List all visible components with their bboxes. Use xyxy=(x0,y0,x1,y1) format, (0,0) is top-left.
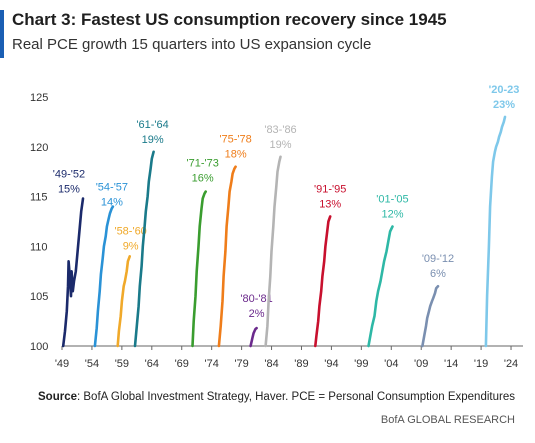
series-period-label: '83-'86 xyxy=(264,124,296,136)
y-tick-label: 125 xyxy=(30,92,48,104)
x-tick-label: '49 xyxy=(55,358,69,370)
x-tick-label: '89 xyxy=(294,358,308,370)
y-tick-label: 120 xyxy=(30,142,48,154)
x-tick-label: '94 xyxy=(324,358,338,370)
series-line xyxy=(367,225,394,348)
series-line xyxy=(93,205,115,348)
source-label: Source xyxy=(38,391,77,403)
series-period-label: '01-'05 xyxy=(376,193,408,205)
series-line xyxy=(264,155,282,348)
x-tick-label: '54 xyxy=(85,358,99,370)
series-line xyxy=(61,197,85,348)
series-growth-label: 2% xyxy=(249,308,265,320)
series-line xyxy=(421,284,440,348)
title-accent-bar xyxy=(0,10,4,58)
series-line xyxy=(133,150,155,348)
y-tick-label: 110 xyxy=(30,241,48,253)
series-growth-label: 18% xyxy=(225,149,247,161)
x-tick-label: '84 xyxy=(264,358,278,370)
x-tick-label: '19 xyxy=(474,358,488,370)
series-period-label: '09-'12 xyxy=(422,253,454,265)
x-tick-label: '09 xyxy=(414,358,428,370)
series-growth-label: 19% xyxy=(142,134,164,146)
series-period-label: '71-'73 xyxy=(187,158,219,170)
series-line xyxy=(249,326,258,348)
series-line xyxy=(484,115,507,348)
chart-subtitle: Real PCE growth 15 quarters into US expa… xyxy=(12,36,372,53)
source-text: : BofA Global Investment Strategy, Haver… xyxy=(77,391,515,403)
series-growth-label: 23% xyxy=(493,99,515,111)
series-growth-label: 19% xyxy=(270,139,292,151)
chart-title: Chart 3: Fastest US consumption recovery… xyxy=(12,10,447,29)
y-tick-label: 100 xyxy=(30,341,48,353)
series-line xyxy=(314,215,332,348)
series-period-label: '58-'60 xyxy=(114,225,146,237)
series-growth-label: 13% xyxy=(319,199,341,211)
series-period-label: '91-'95 xyxy=(314,184,346,196)
x-tick-label: '69 xyxy=(175,358,189,370)
series-period-label: '80-'81 xyxy=(240,293,272,305)
y-tick-label: 105 xyxy=(30,291,48,303)
series-growth-label: 16% xyxy=(192,173,214,185)
source-note: Source: BofA Global Investment Strategy,… xyxy=(38,391,515,403)
series-period-label: '49-'52 xyxy=(53,169,85,181)
series-growth-label: 12% xyxy=(381,208,403,220)
series-period-label: '75-'78 xyxy=(219,134,251,146)
x-tick-label: '04 xyxy=(384,358,398,370)
x-tick-label: '24 xyxy=(504,358,518,370)
series-growth-label: 9% xyxy=(123,240,139,252)
series-line xyxy=(116,255,131,348)
x-tick-label: '79 xyxy=(234,358,248,370)
series-line xyxy=(191,190,207,348)
x-tick-label: '99 xyxy=(354,358,368,370)
brand-label: BofA GLOBAL RESEARCH xyxy=(380,414,515,426)
series-growth-label: 6% xyxy=(430,268,446,280)
series-period-label: '20-23 xyxy=(489,84,520,96)
x-tick-label: '74 xyxy=(205,358,219,370)
y-tick-label: 115 xyxy=(30,192,48,204)
series-line xyxy=(217,165,237,348)
series-growth-label: 14% xyxy=(101,197,123,209)
series-period-label: '61-'64 xyxy=(136,119,168,131)
series-growth-label: 15% xyxy=(58,184,80,196)
series-period-label: '54-'57 xyxy=(96,182,128,194)
x-tick-label: '64 xyxy=(145,358,159,370)
x-tick-label: '59 xyxy=(115,358,129,370)
x-tick-label: '14 xyxy=(444,358,458,370)
